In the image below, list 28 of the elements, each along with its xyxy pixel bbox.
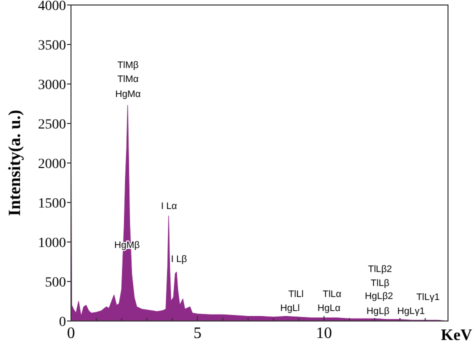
annotation: HgMα <box>115 89 142 100</box>
x-axis-title: KeV <box>440 327 472 344</box>
annotation: TlLl <box>288 289 304 300</box>
y-tick-label: 1000 <box>38 236 66 251</box>
annotation: I Lα <box>160 201 178 212</box>
y-tick-label: 500 <box>45 276 66 290</box>
annotation: HgLβ <box>366 306 390 317</box>
annotation: TlLβ2 <box>368 264 392 275</box>
y-tick-label: 2500 <box>38 118 66 132</box>
annotation: HgLγ1 <box>397 306 425 317</box>
x-tick-label: 5 <box>194 325 202 342</box>
x-tick-label: 10 <box>316 325 332 342</box>
annotation: TlLβ <box>370 278 390 289</box>
annotation: TlMβ <box>117 60 140 71</box>
y-tick-label: 3000 <box>38 78 66 93</box>
annotation: TlMα <box>117 74 140 85</box>
y-tick-label: 4000 <box>38 0 66 14</box>
y-tick-label: 2000 <box>38 157 66 172</box>
y-tick-label: 3500 <box>38 38 66 54</box>
y-tick-label: 1500 <box>38 196 66 212</box>
annotation: TlLα <box>322 289 342 300</box>
y-tick-label: 0 <box>59 315 66 330</box>
annotation: TlLγ1 <box>416 292 440 303</box>
y-axis-title: Intensity(a. u.) <box>5 110 24 216</box>
annotation: HgLl <box>280 303 300 314</box>
annotation: HgLβ2 <box>364 291 394 302</box>
annotation: HgLα <box>318 303 341 314</box>
annotation: I Lβ <box>170 254 188 265</box>
